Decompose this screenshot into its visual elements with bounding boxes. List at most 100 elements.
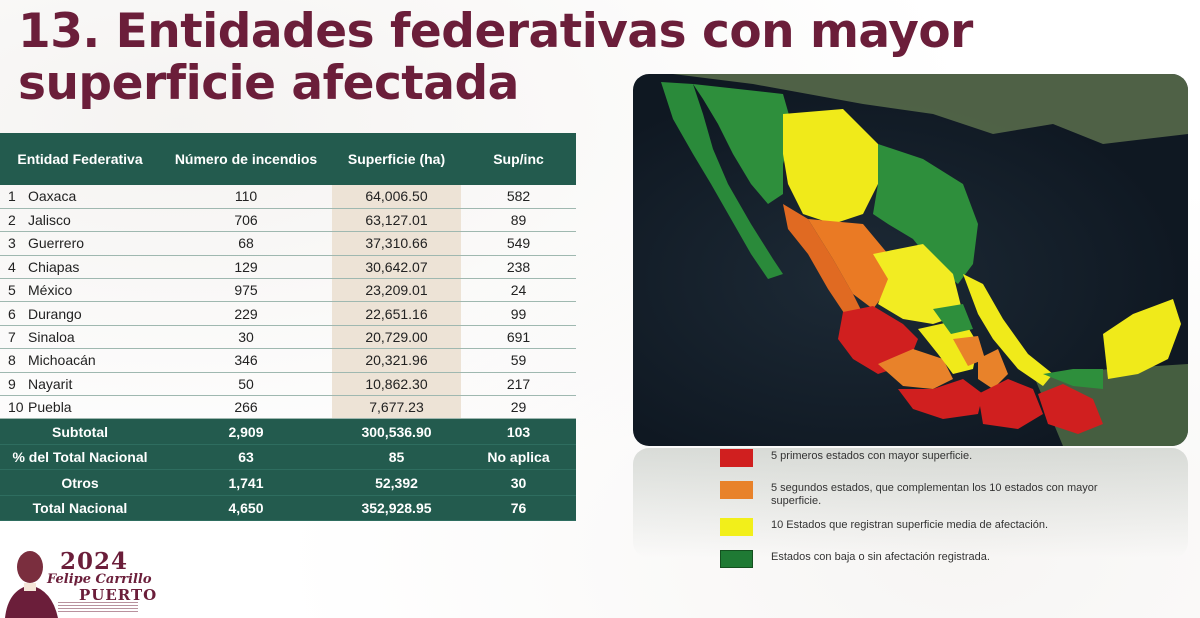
row-area: 64,006.50: [332, 185, 461, 209]
row-fires: 975: [160, 278, 332, 303]
map-sinaloa: [783, 204, 863, 319]
summary-fires: 1,741: [160, 469, 332, 496]
row-entity: México: [24, 278, 160, 303]
row-entity: Durango: [24, 301, 160, 326]
legend-swatch-red: [720, 449, 753, 467]
summary-row: Otros 1,741 52,392 30: [0, 469, 576, 496]
legend-swatch-orange: [720, 481, 753, 499]
map-central-north: [873, 244, 963, 324]
row-area: 22,651.16: [332, 301, 461, 326]
row-ratio: 89: [461, 208, 576, 233]
header-entity: Entidad Federativa: [0, 133, 160, 185]
row-area: 20,321.96: [332, 348, 461, 373]
table-row: 10 Puebla 266 7,677.23 29: [0, 395, 576, 420]
row-entity: Oaxaca: [24, 185, 160, 209]
row-ratio: 29: [461, 395, 576, 420]
row-ratio: 99: [461, 301, 576, 326]
map-puebla: [978, 349, 1008, 389]
fires-table: Entidad Federativa Número de incendios S…: [0, 133, 576, 522]
map-oaxaca: [978, 379, 1043, 429]
table-row: 6 Durango 229 22,651.16 99: [0, 301, 576, 326]
row-area: 37,310.66: [332, 231, 461, 256]
table-row: 2 Jalisco 706 63,127.01 89: [0, 208, 576, 233]
row-fires: 706: [160, 208, 332, 233]
logo-name: Felipe Carrillo: [47, 572, 152, 587]
legend-text: 5 primeros estados con mayor superficie.: [771, 450, 973, 462]
row-rank: 5: [0, 278, 24, 303]
summary-area: 300,536.90: [332, 418, 461, 445]
map-central: [918, 319, 978, 374]
summary-fires: 4,650: [160, 495, 332, 522]
row-entity: Sinaloa: [24, 325, 160, 350]
row-fires: 110: [160, 185, 332, 209]
summary-fires: 63: [160, 444, 332, 471]
header-area: Superficie (ha): [332, 133, 461, 185]
legend-text: Estados con baja o sin afectación regist…: [771, 551, 990, 563]
row-entity: Guerrero: [24, 231, 160, 256]
map-edomex: [953, 336, 985, 366]
row-entity: Michoacán: [24, 348, 160, 373]
portrait-icon: [5, 551, 58, 618]
table-row: 7 Sinaloa 30 20,729.00 691: [0, 325, 576, 350]
row-fires: 30: [160, 325, 332, 350]
row-area: 20,729.00: [332, 325, 461, 350]
table-row: 4 Chiapas 129 30,642.07 238: [0, 255, 576, 280]
header-ratio: Sup/inc: [461, 133, 576, 185]
legend-swatch-green: [720, 550, 753, 568]
table-row: 1 Oaxaca 110 64,006.50 582: [0, 185, 576, 209]
row-rank: 4: [0, 255, 24, 280]
legend-text: 10 Estados que registran superficie medi…: [771, 519, 1048, 531]
map-chiapas: [1038, 384, 1103, 434]
row-rank: 9: [0, 372, 24, 397]
legend-text: 5 segundos estados, que complementan los…: [771, 482, 1098, 507]
table-row: 9 Nayarit 50 10,862.30 217: [0, 372, 576, 397]
map-guerrero: [898, 379, 983, 419]
map-central-green: [933, 304, 973, 334]
map-svg: [633, 74, 1188, 446]
row-ratio: 24: [461, 278, 576, 303]
header-fires: Número de incendios: [160, 133, 332, 185]
summary-ratio: 30: [461, 469, 576, 496]
summary-label: Subtotal: [0, 418, 160, 445]
summary-area: 352,928.95: [332, 495, 461, 522]
page-title: 13. Entidades federativas con mayor supe…: [18, 4, 973, 111]
table-header-row: Entidad Federativa Número de incendios S…: [0, 133, 576, 185]
summary-fires: 2,909: [160, 418, 332, 445]
map-northeast: [873, 144, 978, 284]
summary-area: 52,392: [332, 469, 461, 496]
row-rank: 3: [0, 231, 24, 256]
row-entity: Nayarit: [24, 372, 160, 397]
summary-label: Total Nacional: [0, 495, 160, 522]
map-michoacan: [878, 349, 953, 389]
row-area: 63,127.01: [332, 208, 461, 233]
row-ratio: 238: [461, 255, 576, 280]
summary-ratio: 103: [461, 418, 576, 445]
row-ratio: 217: [461, 372, 576, 397]
row-fires: 229: [160, 301, 332, 326]
table-row: 3 Guerrero 68 37,310.66 549: [0, 231, 576, 256]
row-fires: 266: [160, 395, 332, 420]
row-area: 30,642.07: [332, 255, 461, 280]
table-row: 5 México 975 23,209.01 24: [0, 278, 576, 303]
row-ratio: 582: [461, 185, 576, 209]
table-row: 8 Michoacán 346 20,321.96 59: [0, 348, 576, 373]
row-ratio: 691: [461, 325, 576, 350]
legend-swatch-yellow: [720, 518, 753, 536]
summary-ratio: 76: [461, 495, 576, 522]
row-fires: 68: [160, 231, 332, 256]
row-ratio: 549: [461, 231, 576, 256]
row-area: 7,677.23: [332, 395, 461, 420]
map-baja: [661, 82, 783, 279]
logo-fine-print: [58, 602, 138, 614]
row-rank: 6: [0, 301, 24, 326]
logo-place: PUERTO: [79, 586, 158, 604]
map-veracruz: [963, 274, 1053, 386]
row-area: 10,862.30: [332, 372, 461, 397]
mexico-map: [633, 74, 1188, 446]
map-yucatan: [1103, 299, 1181, 379]
row-entity: Chiapas: [24, 255, 160, 280]
row-fires: 346: [160, 348, 332, 373]
row-rank: 8: [0, 348, 24, 373]
row-area: 23,209.01: [332, 278, 461, 303]
row-entity: Jalisco: [24, 208, 160, 233]
